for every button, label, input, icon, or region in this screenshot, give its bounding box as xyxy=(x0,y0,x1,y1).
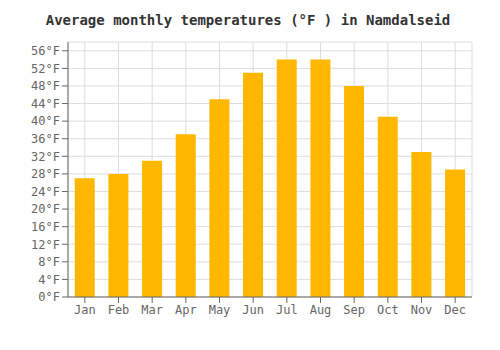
svg-text:8°F: 8°F xyxy=(38,255,60,269)
svg-text:Jul: Jul xyxy=(276,303,298,317)
svg-text:May: May xyxy=(209,303,231,317)
html-text:Average monthly temperatures (: Average monthly temperatures (°F ) in Na… xyxy=(45,12,451,28)
svg-text:Nov: Nov xyxy=(411,303,433,317)
svg-text:Sep: Sep xyxy=(343,303,365,317)
svg-text:24°F: 24°F xyxy=(31,185,60,199)
svg-text:48°F: 48°F xyxy=(31,79,60,93)
svg-text:44°F: 44°F xyxy=(31,97,60,111)
svg-text:56°F: 56°F xyxy=(31,44,60,58)
svg-text:32°F: 32°F xyxy=(31,150,60,164)
svg-text:Oct: Oct xyxy=(377,303,399,317)
svg-text:52°F: 52°F xyxy=(31,62,60,76)
svg-text:16°F: 16°F xyxy=(31,220,60,234)
svg-text:4°F: 4°F xyxy=(38,273,60,287)
svg-text:0°F: 0°F xyxy=(38,290,60,304)
svg-text:Mar: Mar xyxy=(141,303,163,317)
svg-text:Apr: Apr xyxy=(175,303,197,317)
svg-text:Feb: Feb xyxy=(108,303,130,317)
svg-text:Aug: Aug xyxy=(310,303,332,317)
svg-text:28°F: 28°F xyxy=(31,167,60,181)
svg-text:20°F: 20°F xyxy=(31,202,60,216)
svg-text:36°F: 36°F xyxy=(31,132,60,146)
svg-text:Jun: Jun xyxy=(242,303,264,317)
svg-text:Dec: Dec xyxy=(444,303,466,317)
svg-text:12°F: 12°F xyxy=(31,238,60,252)
svg-text:Jan: Jan xyxy=(74,303,96,317)
svg-text:40°F: 40°F xyxy=(31,114,60,128)
